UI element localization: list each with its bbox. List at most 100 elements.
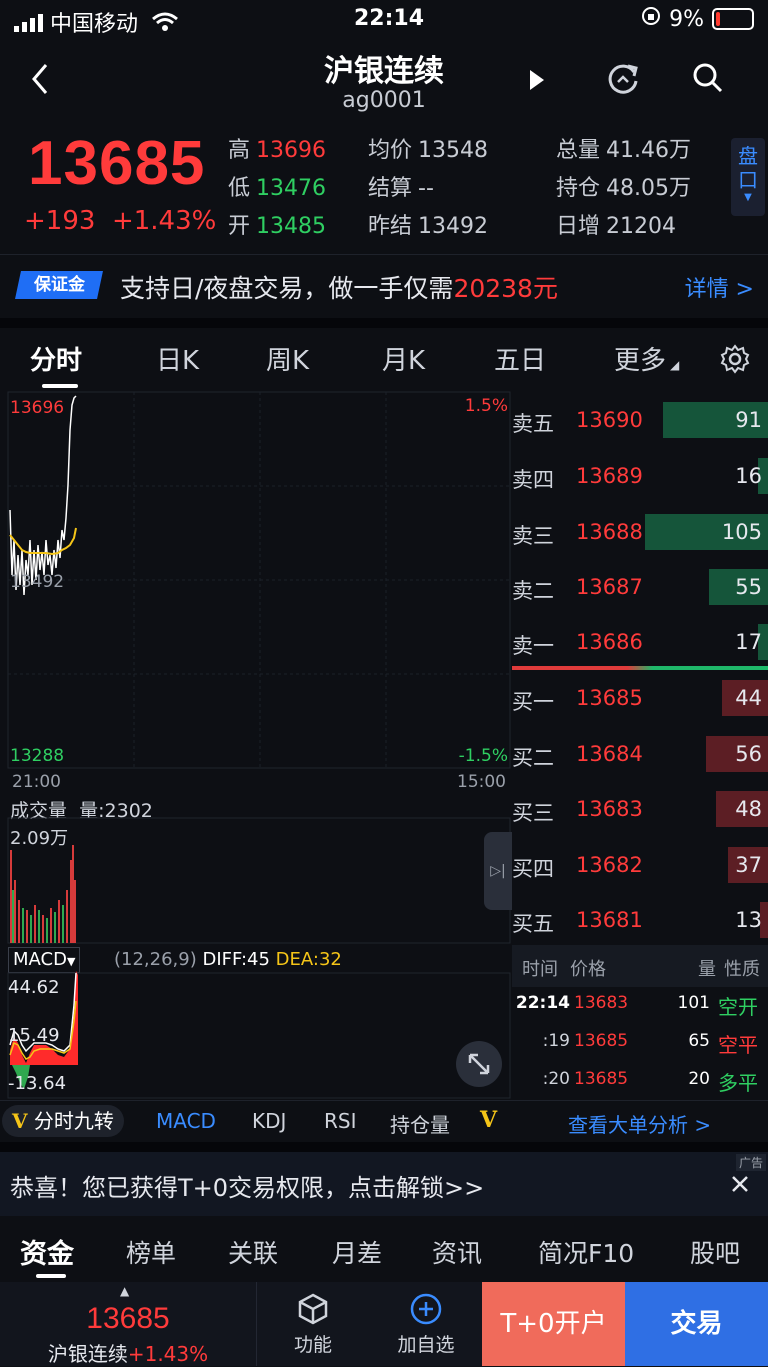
- refresh-icon[interactable]: [606, 62, 640, 100]
- tick-row: :19 13685 65 空平: [542, 1031, 758, 1057]
- prev-settle-value: 13492: [418, 214, 489, 239]
- macd-top-label: 44.62: [8, 977, 60, 998]
- indicator-oi[interactable]: 持仓量: [390, 1113, 450, 1137]
- margin-badge: 保证金: [15, 271, 103, 299]
- ask-row-1[interactable]: 卖一 13686 17: [512, 622, 768, 662]
- collapse-handle[interactable]: ▷|: [484, 832, 512, 910]
- back-icon[interactable]: [30, 62, 50, 100]
- spread-divider: [512, 666, 768, 670]
- rotation-lock-icon: [641, 6, 661, 32]
- tab-funds[interactable]: 资金: [20, 1239, 74, 1270]
- v-logo-icon: V: [12, 1109, 28, 1133]
- avg-value: 13548: [418, 138, 489, 163]
- divider: [0, 1142, 768, 1152]
- ask-5-depth-bar: [663, 402, 768, 438]
- indicator-rsi[interactable]: RSI: [324, 1109, 357, 1133]
- banner-text: 支持日/夜盘交易，做一手仅需20238元: [120, 274, 558, 303]
- footer-price: 13685: [86, 1302, 170, 1335]
- pct-bottom-label: -1.5%: [458, 746, 508, 766]
- ad-banner[interactable]: 恭喜！您已获得T+0交易权限，点击解锁>> 广告: [0, 1152, 768, 1216]
- chevron-up-icon[interactable]: ▲: [120, 1284, 130, 1298]
- tab-forum[interactable]: 股吧: [690, 1239, 741, 1268]
- volume-bars: [7, 817, 511, 944]
- jiuzhuan-button[interactable]: V 分时九转: [2, 1105, 124, 1137]
- battery-icon: [712, 8, 754, 30]
- settings-gear-icon[interactable]: [720, 344, 750, 378]
- info-tabs: 资金 榜单 关联 月差 资讯 简况F10 股吧: [0, 1216, 768, 1282]
- indicator-macd[interactable]: MACD: [156, 1109, 216, 1133]
- volume-value: 41.46万: [606, 138, 691, 163]
- ticks-header: 时间 价格 量 性质: [512, 945, 768, 987]
- detail-link[interactable]: 详情 >: [684, 277, 754, 302]
- y-bottom-label: 13288: [10, 746, 65, 766]
- indicator-kdj[interactable]: KDJ: [252, 1109, 287, 1133]
- intraday-chart[interactable]: 13696 13492 13288 1.5% -1.5% 21:00 15:00: [0, 390, 512, 800]
- tab-f10[interactable]: 简况F10: [538, 1239, 635, 1268]
- page-title: 沪银连续: [324, 54, 444, 89]
- tab-daily[interactable]: 日K: [156, 346, 200, 376]
- macd-panel: MACD▼ (12,26,9) DIFF:45 DEA:32 44.62 15.…: [0, 945, 512, 1100]
- tab-more[interactable]: 更多 ◢: [614, 346, 680, 376]
- tab-news[interactable]: 资讯: [432, 1239, 483, 1268]
- daily-inc-value: 21204: [606, 214, 677, 239]
- price-line: [9, 395, 77, 596]
- quote-col-3: 总量 41.46万 持仓 48.05万 日增 21204: [556, 138, 691, 239]
- margin-banner[interactable]: 保证金 支持日/夜盘交易，做一手仅需20238元 详情 >: [0, 254, 768, 319]
- ask-1-depth-bar: [758, 624, 768, 660]
- quote-col-1: 高 13696 低 13476 开 13485: [228, 138, 327, 239]
- y-mid-label: 13492: [10, 572, 65, 592]
- plus-circle-icon: [370, 1292, 482, 1330]
- next-contract-icon[interactable]: [530, 70, 544, 94]
- ask-row-5[interactable]: 卖五 13690 91: [512, 400, 768, 440]
- macd-mid-label: 15.49: [8, 1025, 60, 1046]
- open-account-button[interactable]: T+0开户: [482, 1282, 625, 1366]
- expand-icon[interactable]: [456, 1041, 502, 1087]
- add-watchlist-button[interactable]: 加自选: [370, 1282, 482, 1366]
- function-button[interactable]: 功能: [256, 1282, 370, 1366]
- bid-row-2[interactable]: 买二 13684 56: [512, 734, 768, 774]
- bid-row-5[interactable]: 买五 13681 13: [512, 900, 768, 940]
- volume-panel: 成交量 量:2302 2.09万 ▷|: [0, 790, 512, 945]
- tick-row: 22:14 13683 101 空开: [515, 993, 758, 1019]
- ask-row-2[interactable]: 卖二 13687 55: [512, 567, 768, 607]
- tab-ranking[interactable]: 榜单: [126, 1239, 177, 1268]
- settle-value: --: [418, 176, 434, 201]
- wifi-icon: [151, 12, 179, 38]
- volume-title: 成交量 量:2302: [10, 800, 153, 822]
- contract-code: ag0001: [342, 88, 426, 113]
- signal-icon: [14, 13, 44, 38]
- ask-row-3[interactable]: 卖三 13688 105: [512, 512, 768, 552]
- bid-row-4[interactable]: 买四 13682 37: [512, 845, 768, 885]
- bid-3-depth-bar: [716, 791, 768, 827]
- avg-line: [9, 527, 77, 556]
- tab-weekly[interactable]: 周K: [266, 346, 310, 376]
- x-start-label: 21:00: [12, 772, 61, 792]
- y-top-label: 13696: [10, 398, 65, 418]
- carrier: 中国移动: [14, 6, 179, 38]
- ask-row-4[interactable]: 卖四 13689 16: [512, 456, 768, 496]
- divider: [256, 1282, 257, 1366]
- tab-five-day[interactable]: 五日: [494, 346, 547, 376]
- bid-1-depth-bar: [722, 680, 768, 716]
- v-logo-icon[interactable]: V: [480, 1107, 498, 1133]
- tab-spread[interactable]: 月差: [332, 1239, 383, 1268]
- close-icon[interactable]: [730, 1174, 750, 1198]
- divider: [0, 318, 768, 328]
- pankou-button[interactable]: 盘口 ▼: [731, 138, 765, 216]
- bid-row-3[interactable]: 买三 13683 48: [512, 789, 768, 829]
- bid-row-1[interactable]: 买一 13685 44: [512, 678, 768, 718]
- volume-max-label: 2.09万: [10, 828, 69, 849]
- tab-intraday[interactable]: 分时: [30, 346, 83, 376]
- tab-monthly[interactable]: 月K: [382, 346, 426, 376]
- big-order-link[interactable]: 查看大单分析 >: [568, 1113, 712, 1137]
- indicator-bar: V 分时九转 MACD KDJ RSI 持仓量 V 查看大单分析 >: [0, 1100, 768, 1143]
- trade-button[interactable]: 交易: [625, 1282, 768, 1366]
- ad-tag: 广告: [735, 1154, 766, 1171]
- macd-chart: [7, 971, 511, 1099]
- trade-ticks: 时间 价格 量 性质 22:14 13683 101 空开 :19 13685 …: [512, 945, 768, 1100]
- quote-col-2: 均价 13548 结算 -- 昨结 13492: [368, 138, 489, 239]
- period-tabs: 分时 日K 周K 月K 五日 更多 ◢: [0, 328, 768, 390]
- search-icon[interactable]: [692, 62, 724, 98]
- ad-text[interactable]: 恭喜！您已获得T+0交易权限，点击解锁>>: [10, 1174, 485, 1202]
- tab-related[interactable]: 关联: [228, 1239, 279, 1268]
